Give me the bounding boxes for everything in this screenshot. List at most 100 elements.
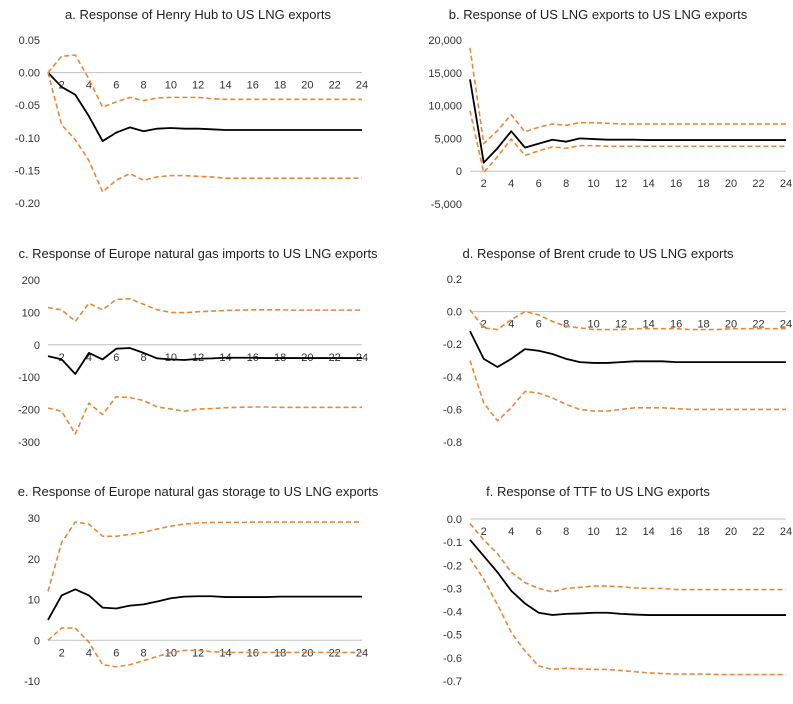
x-tick-label: 14 <box>219 80 231 92</box>
x-tick-label: 8 <box>141 647 147 659</box>
y-tick-label: -0.15 <box>15 165 40 177</box>
y-tick-label: 5,000 <box>434 133 462 145</box>
x-tick-label: 8 <box>141 80 147 92</box>
chart-panel-a: a. Response of Henry Hub to US LNG expor… <box>15 7 368 210</box>
series-upper-line-e <box>47 521 362 592</box>
y-tick-label: -0.5 <box>443 630 462 642</box>
y-tick-label: 20 <box>28 554 40 566</box>
y-tick-label: 10 <box>28 595 40 607</box>
y-tick-label: -0.8 <box>443 437 462 449</box>
series-lower-line-d <box>469 360 786 422</box>
x-tick-label: 8 <box>563 319 569 331</box>
y-tick-label: -200 <box>18 405 40 417</box>
chart-panel-f: f. Response of TTF to US LNG exports 0.0 -… <box>443 484 792 688</box>
y-tick-label: -0.6 <box>443 653 462 665</box>
y-tick-label: -0.3 <box>443 583 462 595</box>
chart-title-b: b. Response of US LNG exports to US LNG … <box>449 7 748 22</box>
series-lower-line-e <box>47 627 362 668</box>
x-tick-label: 2 <box>59 80 65 92</box>
x-tick-label: 6 <box>536 178 542 190</box>
x-tick-label: 6 <box>536 526 542 538</box>
chart-title-a: a. Response of Henry Hub to US LNG expor… <box>65 7 331 22</box>
y-tick-label: 30 <box>28 513 40 525</box>
y-tick-label: 10,000 <box>428 101 462 113</box>
x-tick-label: 16 <box>670 319 682 331</box>
x-tick-label: 8 <box>563 526 569 538</box>
x-tick-label: 20 <box>301 80 313 92</box>
x-tick-label: 10 <box>165 352 177 364</box>
series-irf-line-b <box>469 79 786 164</box>
chart-panel-b: b. Response of US LNG exports to US LNG … <box>428 7 792 211</box>
x-tick-label: 12 <box>615 526 627 538</box>
y-tick-label: -100 <box>18 372 40 384</box>
series-irf-line-a <box>47 71 362 142</box>
x-tick-label: 14 <box>642 178 654 190</box>
x-tick-label: 6 <box>536 319 542 331</box>
x-tick-label: 12 <box>192 647 204 659</box>
series-irf-line-f <box>469 539 786 616</box>
x-tick-label: 12 <box>192 352 204 364</box>
chart-title-c: c. Response of Europe natural gas import… <box>18 246 378 261</box>
y-tick-label: -0.2 <box>443 339 462 351</box>
chart-title-f: f. Response of TTF to US LNG exports <box>486 484 710 499</box>
series-irf-line-e <box>47 588 362 621</box>
chart-title-d: d. Response of Brent crude to US LNG exp… <box>463 246 734 261</box>
y-tick-label: 100 <box>22 307 40 319</box>
y-tick-label: -0.1 <box>443 537 462 549</box>
y-tick-label: -0.10 <box>15 133 40 145</box>
chart-panel-e: e. Response of Europe natural gas storag… <box>18 484 379 688</box>
x-tick-label: 2 <box>481 319 487 331</box>
x-tick-label: 18 <box>697 319 709 331</box>
series-upper-line-b <box>469 47 786 145</box>
x-tick-label: 16 <box>670 526 682 538</box>
y-tick-label: 0.00 <box>19 68 40 80</box>
y-tick-label: 0 <box>456 166 462 178</box>
x-tick-label: 2 <box>59 647 65 659</box>
x-tick-label: 10 <box>588 319 600 331</box>
x-tick-label: 24 <box>780 178 792 190</box>
series-lower-line-f <box>469 557 786 676</box>
series-lower-line-b <box>469 110 786 174</box>
y-tick-label: 0.05 <box>19 35 40 47</box>
x-tick-label: 4 <box>508 319 514 331</box>
series-irf-line-c <box>47 347 362 375</box>
x-tick-label: 18 <box>697 526 709 538</box>
x-tick-label: 6 <box>113 352 119 364</box>
y-tick-label: 0 <box>34 635 40 647</box>
x-tick-label: 20 <box>725 526 737 538</box>
x-tick-label: 18 <box>274 80 286 92</box>
x-tick-label: 8 <box>563 178 569 190</box>
y-tick-label: 20,000 <box>428 35 462 47</box>
x-tick-label: 6 <box>113 647 119 659</box>
x-tick-label: 16 <box>247 80 259 92</box>
y-tick-label: -0.6 <box>443 404 462 416</box>
series-lower-line-a <box>47 72 362 193</box>
series-upper-line-f <box>469 523 786 593</box>
series-upper-line-d <box>469 309 786 331</box>
x-tick-label: 20 <box>725 178 737 190</box>
x-tick-label: 24 <box>780 526 792 538</box>
x-tick-label: 4 <box>508 526 514 538</box>
y-tick-label: 0.0 <box>447 514 462 526</box>
x-tick-label: 4 <box>86 647 92 659</box>
x-tick-label: 22 <box>752 178 764 190</box>
x-tick-label: 2 <box>481 178 487 190</box>
x-tick-label: 14 <box>642 319 654 331</box>
y-tick-label: -300 <box>18 437 40 449</box>
x-tick-label: 22 <box>752 526 764 538</box>
x-tick-label: 24 <box>780 319 792 331</box>
y-tick-label: -0.20 <box>15 198 40 210</box>
chart-panel-d: d. Response of Brent crude to US LNG exp… <box>443 246 792 449</box>
x-tick-label: 20 <box>725 319 737 331</box>
y-tick-label: -0.4 <box>443 607 462 619</box>
y-tick-label: 200 <box>22 275 40 287</box>
y-tick-label: -5,000 <box>431 199 462 211</box>
y-tick-label: 15,000 <box>428 68 462 80</box>
chart-title-e: e. Response of Europe natural gas storag… <box>18 484 379 499</box>
x-tick-label: 12 <box>192 80 204 92</box>
series-lower-line-c <box>47 395 362 435</box>
x-tick-label: 6 <box>113 80 119 92</box>
y-tick-label: -0.05 <box>15 100 40 112</box>
x-tick-label: 18 <box>697 178 709 190</box>
